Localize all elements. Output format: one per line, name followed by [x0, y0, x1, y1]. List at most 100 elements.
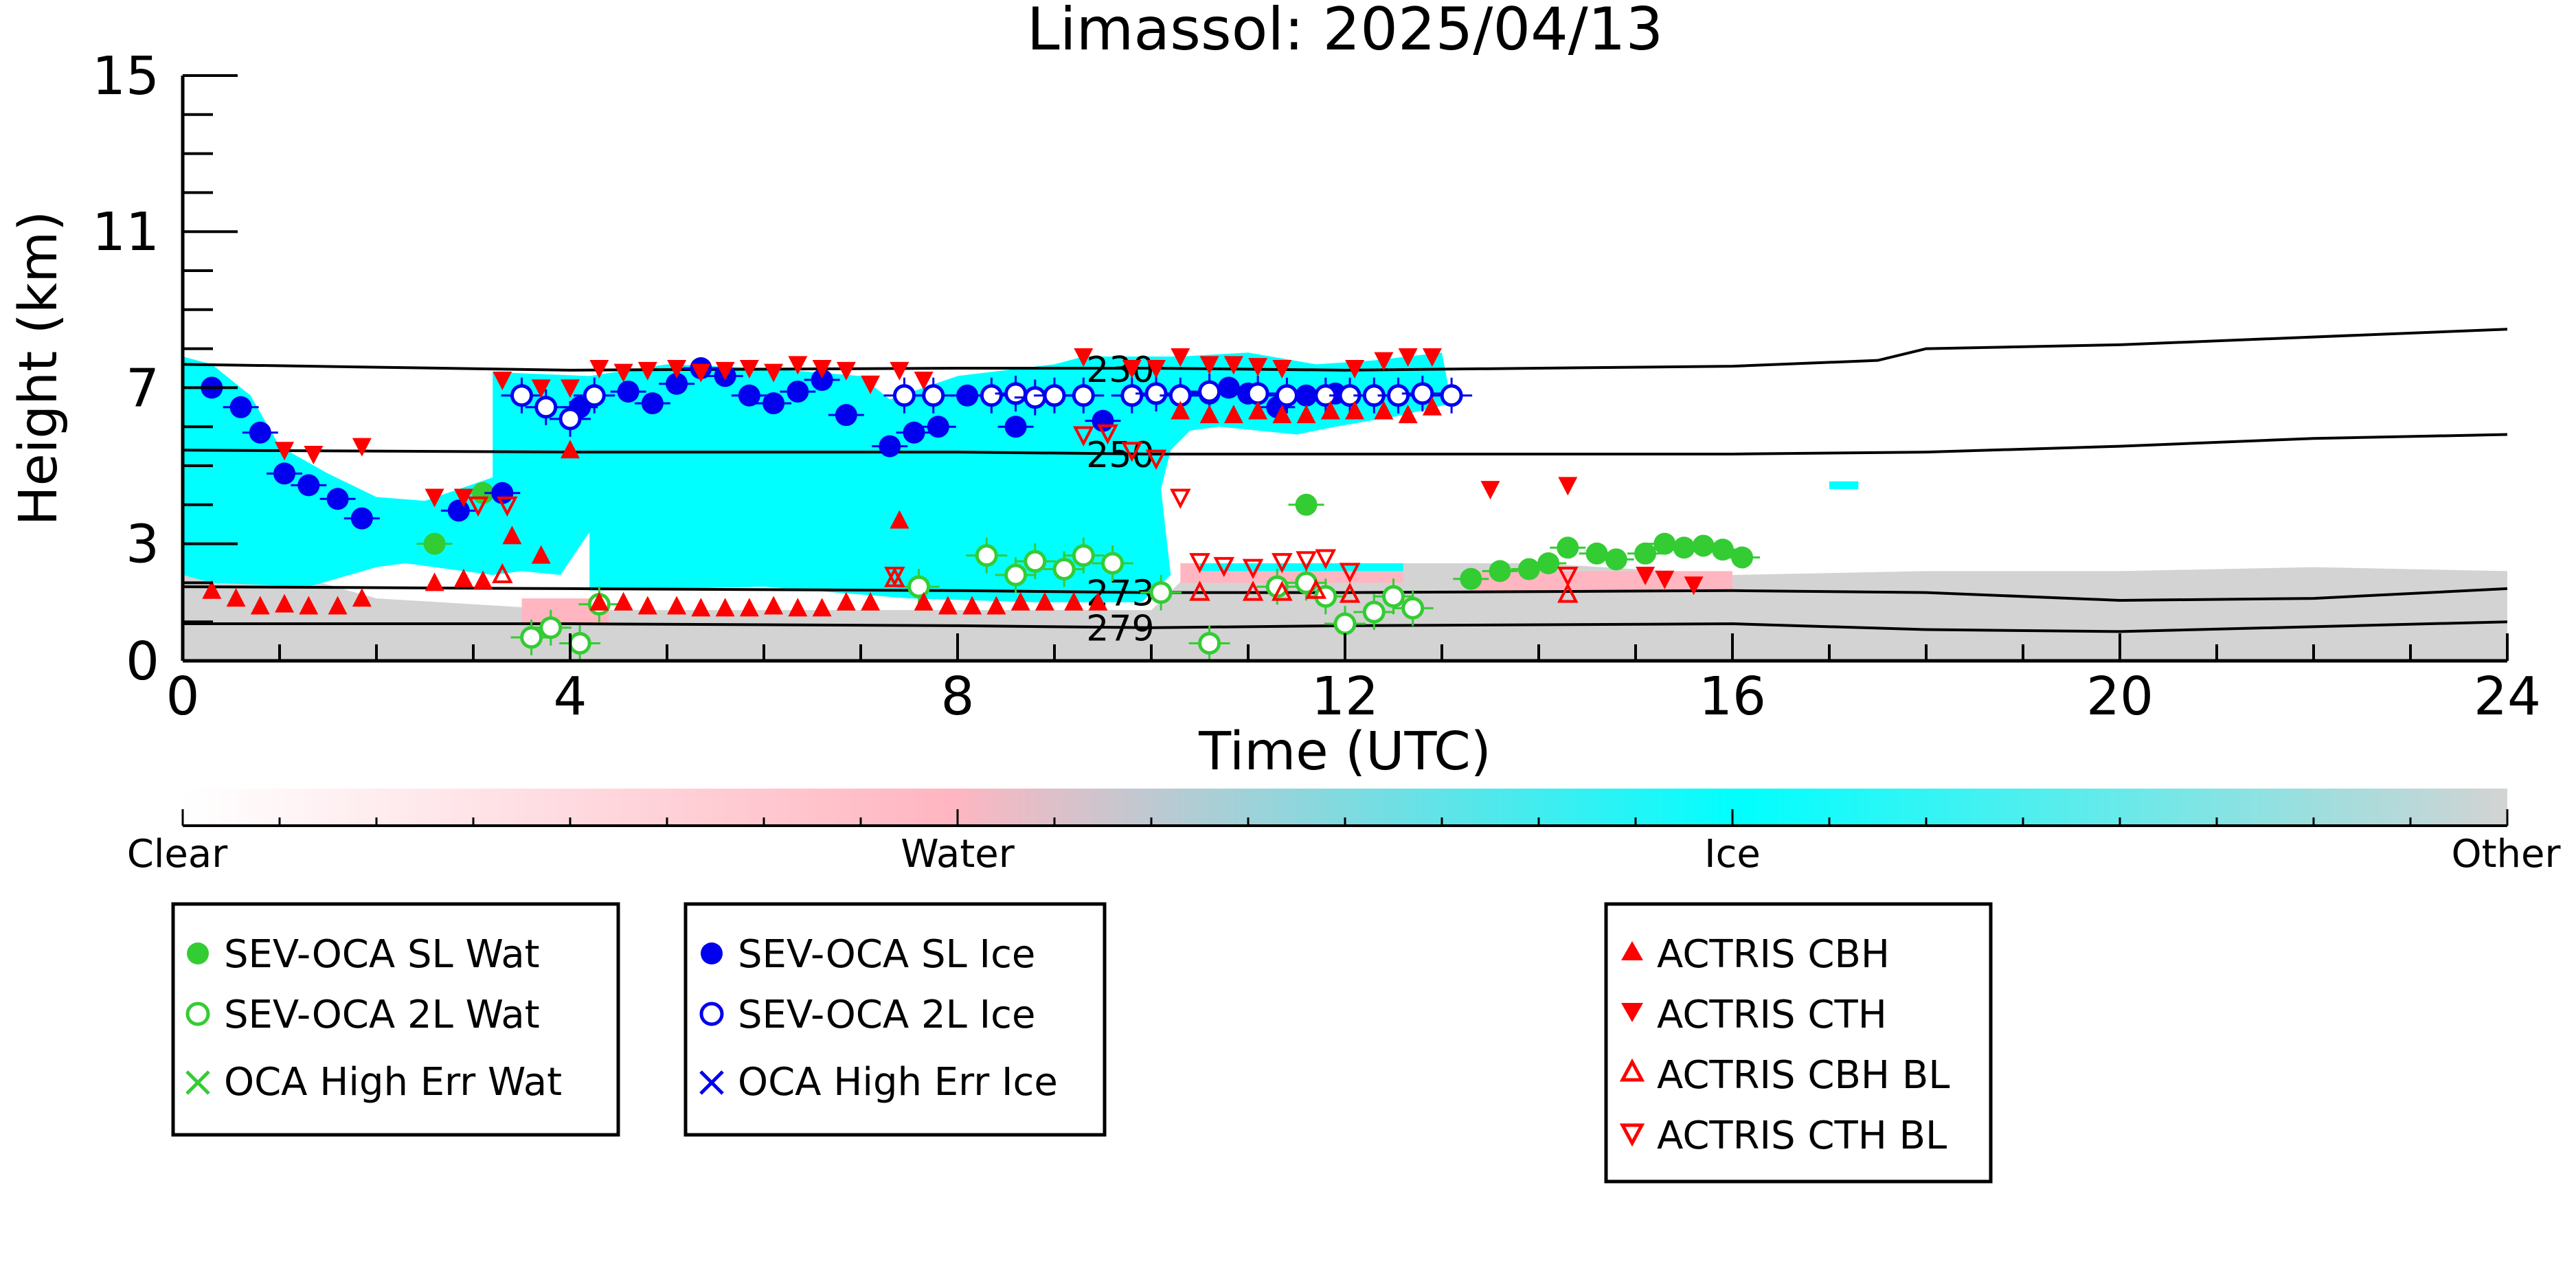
y-tick-label: 3	[126, 515, 159, 576]
point-actris-cth-bl	[1315, 549, 1337, 569]
point-sev-oca-2l-ice	[980, 384, 1003, 407]
point-actris-cth	[1248, 358, 1268, 377]
point-sev-oca-sl-ice	[1004, 416, 1027, 438]
point-actris-cth-bl	[1097, 424, 1118, 445]
point-actris-cbh	[1223, 405, 1243, 424]
isotherm-lines	[183, 328, 2507, 633]
point-sev-oca-2l-wat	[907, 575, 931, 598]
point-actris-cbh	[453, 568, 473, 587]
point-sev-oca-sl-ice	[1217, 376, 1240, 399]
x-tick-label: 8	[941, 666, 975, 727]
colorbar-ticks	[181, 809, 2509, 826]
colorbar-label-water: Water	[901, 832, 1015, 877]
point-actris-cth	[1122, 360, 1142, 379]
point-actris-cth	[352, 438, 372, 457]
point-actris-cth	[304, 445, 324, 464]
point-sev-oca-2l-wat	[1004, 563, 1028, 587]
point-actris-cbh-bl	[492, 563, 513, 584]
legend-actris-box	[1604, 902, 1993, 1184]
point-actris-cbh	[1374, 400, 1394, 420]
point-actris-cbh	[1035, 591, 1054, 611]
legend-filled-circle-icon	[701, 942, 723, 964]
point-sev-oca-2l-ice	[1144, 382, 1168, 405]
point-sev-oca-sl-wat	[1731, 546, 1754, 569]
legend-item-cth: ACTRIS CTH	[1657, 993, 1887, 1037]
region-ice	[1829, 481, 1859, 490]
point-actris-cth	[493, 372, 512, 391]
point-sev-oca-2l-ice	[583, 384, 606, 407]
point-sev-oca-sl-ice	[927, 416, 949, 438]
x-tick-label: 20	[2086, 666, 2154, 727]
point-sev-oca-sl-ice	[738, 384, 760, 407]
point-sev-oca-sl-wat	[423, 532, 446, 555]
point-actris-cbh	[1296, 405, 1316, 424]
point-actris-cth	[453, 488, 473, 508]
point-sev-oca-2l-ice	[892, 384, 916, 407]
x-tick-label: 4	[554, 666, 587, 727]
point-actris-cbh	[613, 591, 633, 611]
point-actris-cbh	[1171, 400, 1190, 420]
point-actris-cbh-bl	[1242, 580, 1264, 601]
x-tick-label: 16	[1699, 666, 1766, 727]
y-tick-label: 15	[92, 46, 159, 107]
point-sev-oca-2l-wat	[975, 544, 998, 567]
point-sev-oca-2l-ice	[534, 396, 558, 419]
point-actris-cbh	[764, 596, 784, 615]
point-sev-oca-sl-ice	[762, 392, 785, 415]
legend-water: SEV-OCA SL Wat SEV-OCA 2L Wat OCA High E…	[171, 902, 620, 1137]
point-actris-cth	[788, 356, 808, 375]
point-sev-oca-2l-ice	[1004, 382, 1028, 405]
point-sev-oca-sl-wat	[1295, 493, 1318, 516]
chart-title: Limassol: 2025/04/13	[1027, 0, 1663, 64]
point-sev-oca-2l-ice	[558, 407, 582, 431]
legend-x-icon	[185, 1070, 210, 1095]
point-sev-oca-2l-ice	[1120, 384, 1144, 407]
legend-item-higherr-wat: OCA High Err Wat	[224, 1060, 562, 1105]
point-actris-cth	[1171, 348, 1190, 367]
point-sev-oca-sl-ice	[1092, 409, 1114, 432]
point-sev-oca-2l-wat	[1024, 550, 1047, 573]
point-actris-cbh-bl	[1189, 580, 1210, 601]
point-actris-cbh	[1064, 591, 1084, 611]
point-sev-oca-sl-wat	[1557, 536, 1579, 559]
point-sev-oca-sl-wat	[1489, 560, 1511, 583]
point-actris-cth	[1480, 481, 1500, 500]
point-sev-oca-sl-wat	[1585, 542, 1608, 565]
point-actris-cth-bl	[497, 496, 518, 517]
point-actris-cbh	[275, 594, 295, 613]
point-actris-cth	[1146, 360, 1166, 379]
point-sev-oca-2l-ice	[922, 384, 945, 407]
point-actris-cth-bl	[1557, 567, 1579, 587]
point-sev-oca-2l-wat	[1382, 585, 1405, 608]
point-actris-cth	[1223, 356, 1243, 375]
legend-item-2l-wat: SEV-OCA 2L Wat	[224, 993, 540, 1037]
point-actris-cbh-bl	[1272, 580, 1293, 601]
point-actris-cbh-bl	[1557, 583, 1579, 603]
point-actris-cth	[715, 361, 735, 381]
point-actris-cth	[890, 361, 909, 381]
point-sev-oca-sl-ice	[273, 462, 296, 485]
point-actris-cth-bl	[1272, 553, 1293, 574]
y-tick-label: 7	[126, 358, 159, 419]
point-sev-oca-sl-ice	[326, 488, 349, 510]
point-sev-oca-sl-ice	[249, 421, 271, 444]
point-actris-cbh	[1088, 591, 1108, 611]
point-sev-oca-2l-wat	[539, 616, 563, 640]
point-actris-cth-bl	[1170, 488, 1191, 509]
legend-x-icon	[699, 1070, 724, 1095]
legend-item-2l-ice: SEV-OCA 2L Ice	[738, 993, 1035, 1037]
point-actris-cbh	[637, 596, 657, 615]
point-actris-cth-bl	[1121, 442, 1143, 462]
legend-triangle-down-icon	[1621, 1003, 1643, 1022]
point-actris-cth	[1558, 477, 1578, 496]
legend-triangle-up-icon	[1621, 941, 1643, 960]
point-actris-cth	[637, 361, 657, 381]
legend-item-cth-bl: ACTRIS CTH BL	[1657, 1114, 1947, 1158]
point-sev-oca-sl-ice	[879, 435, 901, 457]
point-actris-cth	[1684, 576, 1704, 596]
point-sev-oca-sl-wat	[1673, 536, 1695, 559]
point-actris-cth-bl	[1145, 449, 1167, 470]
legend-actris: ACTRIS CBH ACTRIS CTH ACTRIS CBH BL ACTR…	[1604, 902, 1993, 1184]
point-actris-cbh	[788, 598, 808, 617]
